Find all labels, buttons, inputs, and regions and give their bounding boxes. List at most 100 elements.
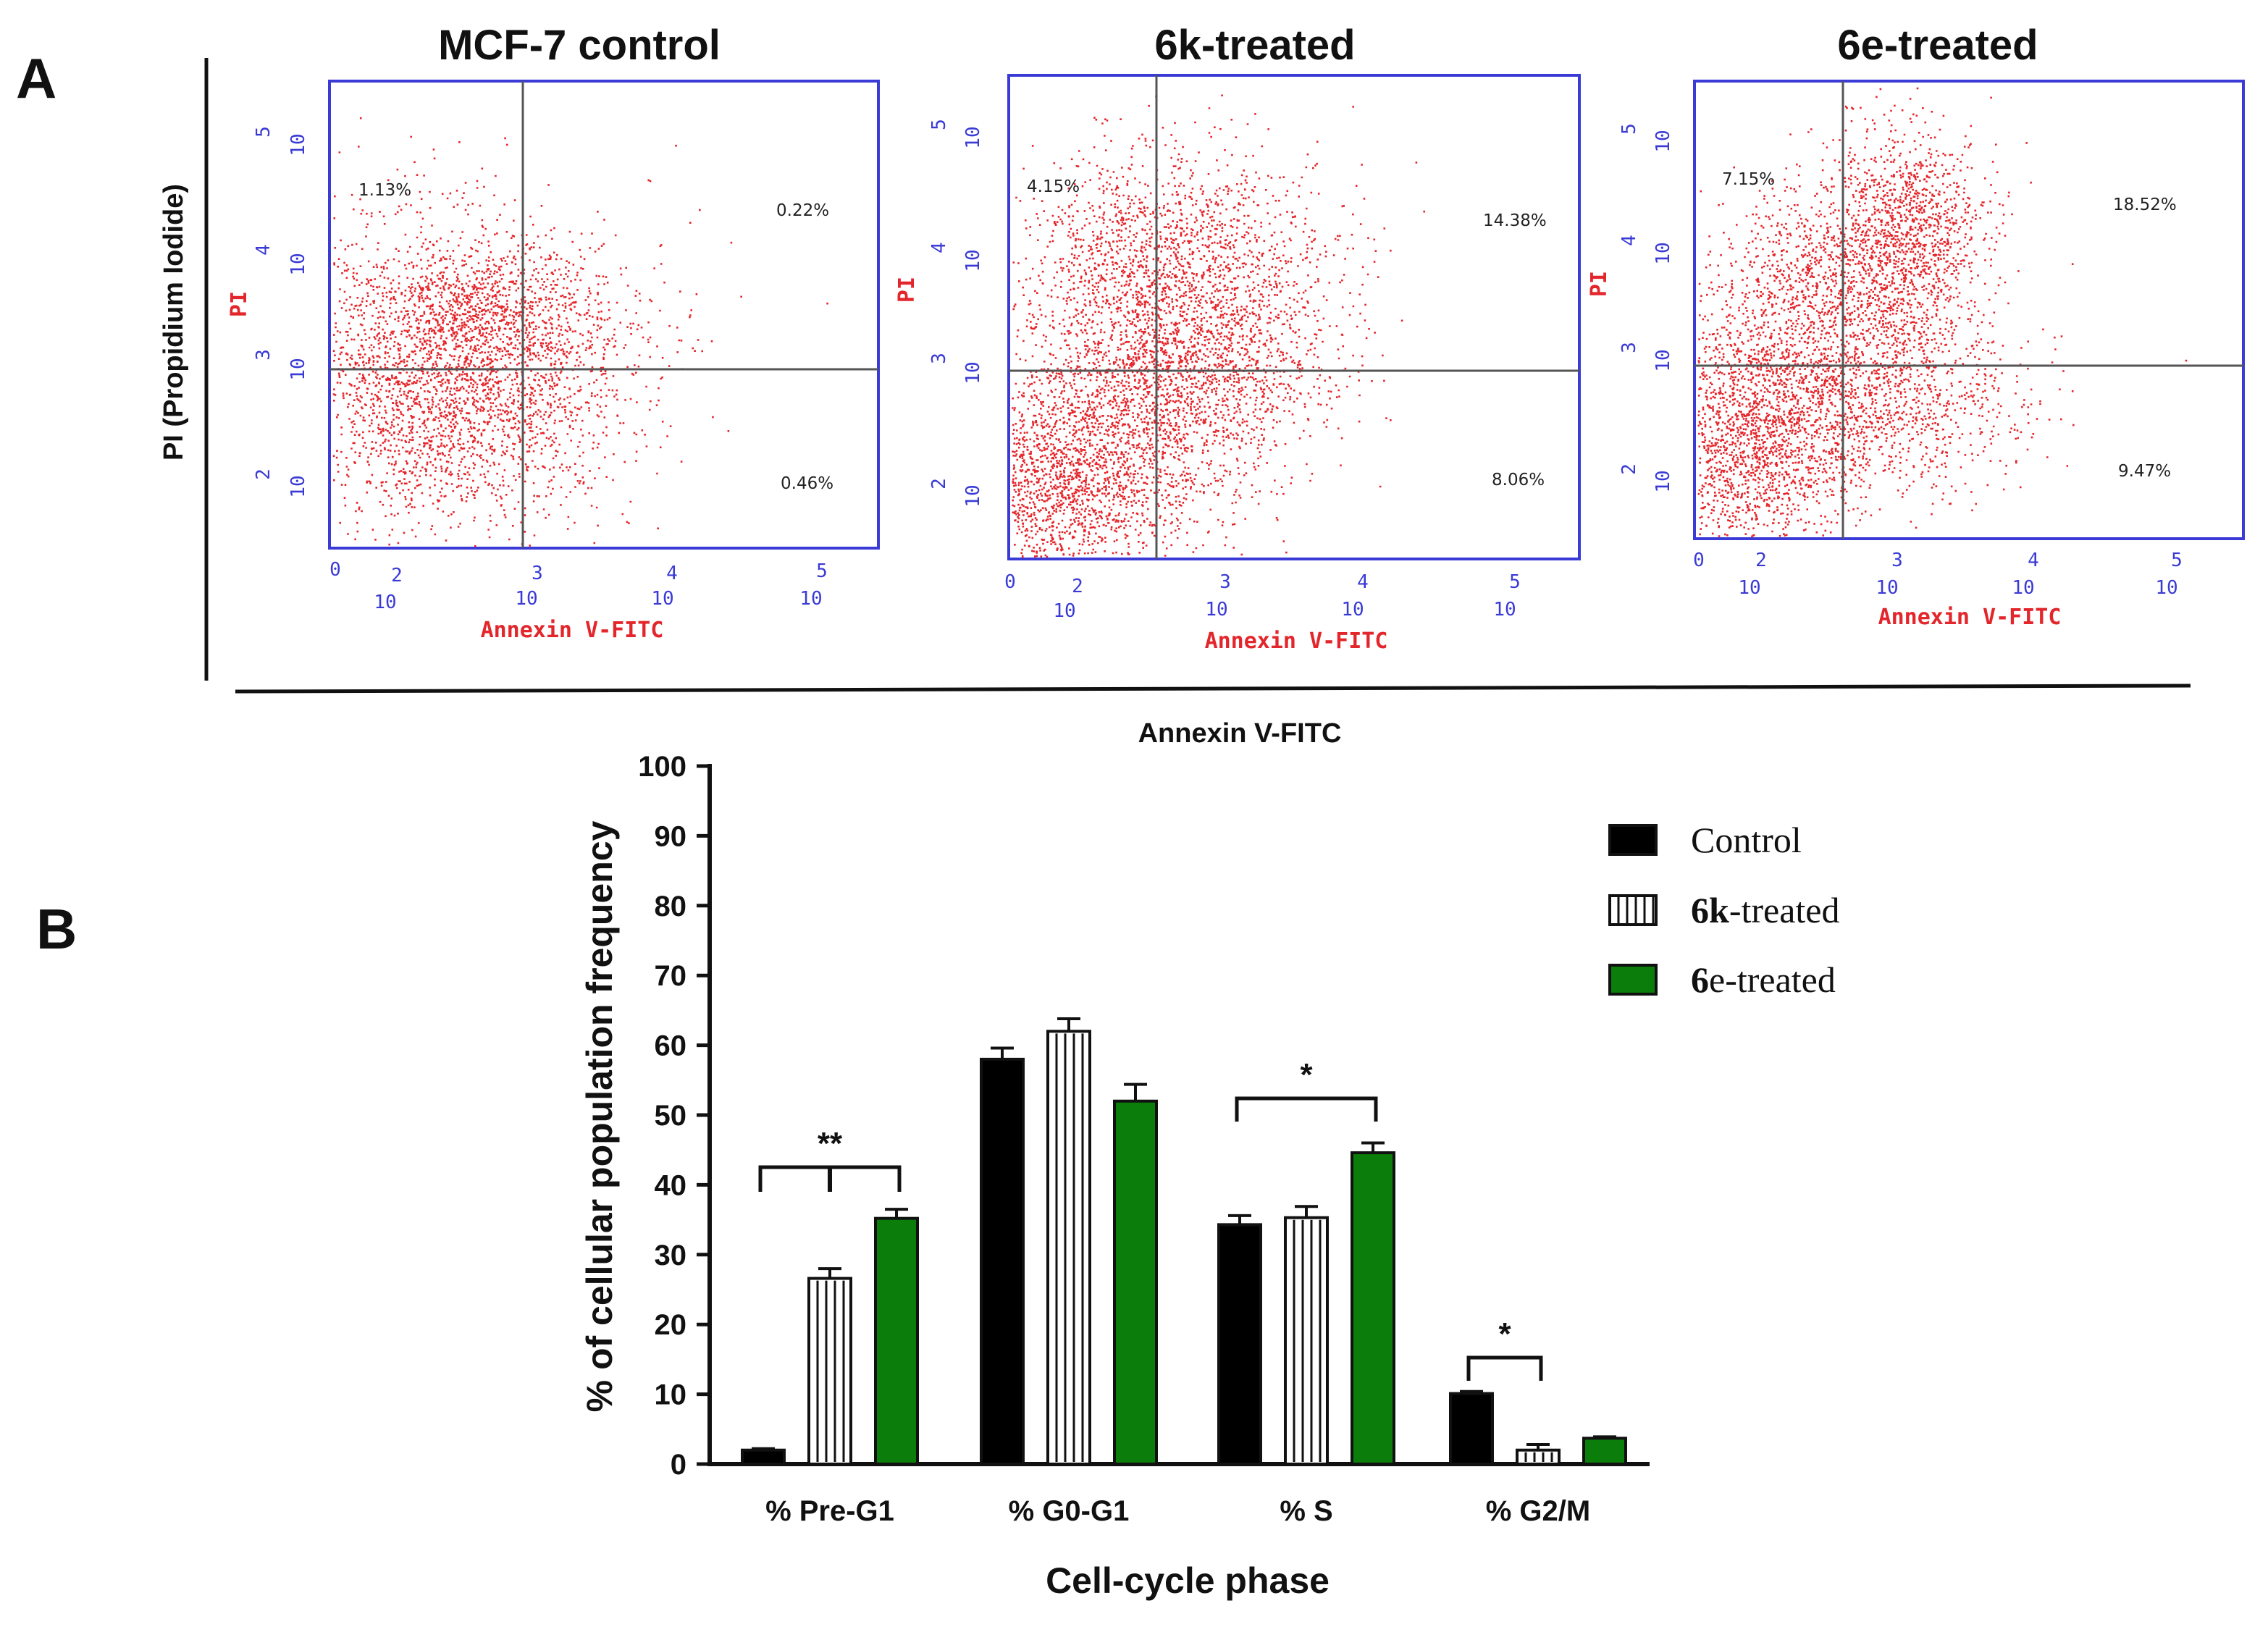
svg-text:5: 5: [1509, 571, 1521, 593]
y-tick-label: 90: [655, 820, 687, 852]
quadrant-ul-6k: 4.15%: [1027, 177, 1080, 196]
svg-text:0: 0: [1004, 571, 1016, 593]
flow-title-control: MCF-7 control: [438, 22, 721, 69]
svg-text:4: 4: [666, 563, 678, 584]
y-tick-label: 20: [655, 1309, 687, 1341]
svg-text:10: 10: [515, 588, 537, 610]
svg-text:10: 10: [962, 249, 984, 272]
y-tick-label: 0: [671, 1449, 686, 1481]
bar-chart: % of cellular population frequency Cell-…: [579, 751, 1839, 1601]
flow-shared-axes: PI (Propidium Iodide) Annexin V-FITC: [159, 58, 2191, 749]
bar-control: [741, 1448, 786, 1466]
flow-x-ticks-6e: 0 2 10 3 10 4 10 5 10: [1693, 550, 2183, 599]
svg-text:10: 10: [1205, 599, 1227, 621]
legend-label-6k: 6k-treated: [1691, 890, 1839, 930]
flow-dot-cloud: [1697, 87, 2188, 538]
svg-text:10: 10: [1341, 599, 1364, 621]
flow-title-6k: 6k-treated: [1154, 22, 1355, 69]
bar-6e: [1351, 1151, 1395, 1466]
significance-mark: *: [1498, 1316, 1511, 1352]
svg-text:4: 4: [1357, 571, 1369, 593]
y-tick-label: 60: [655, 1030, 687, 1062]
svg-text:0: 0: [1693, 550, 1705, 571]
bar-control: [1449, 1392, 1494, 1466]
y-tick-label: 100: [638, 751, 686, 783]
svg-text:10: 10: [799, 588, 822, 610]
flow-annexin-label-6k: Annexin V-FITC: [1205, 628, 1388, 654]
svg-text:2: 2: [391, 565, 403, 586]
svg-text:10: 10: [1652, 349, 1674, 371]
flow-title-6e: 6e-treated: [1837, 22, 2038, 69]
svg-text:10: 10: [1652, 130, 1674, 152]
svg-text:4: 4: [253, 244, 274, 256]
svg-text:10: 10: [1652, 470, 1674, 492]
svg-text:10: 10: [2155, 577, 2177, 599]
y-tick-label: 50: [655, 1100, 687, 1132]
bar-6e: [874, 1216, 919, 1466]
svg-text:0: 0: [329, 559, 341, 581]
svg-text:2: 2: [1618, 463, 1640, 475]
flow-plot-6k: 6k-treated 4.15% 14.38% 8.06% PI Annexin…: [894, 22, 1581, 654]
svg-text:3: 3: [928, 353, 950, 364]
bars: [741, 1017, 1627, 1466]
y-ticks: 0 10 20 30 40 50 60 70 80 90 100: [638, 751, 710, 1481]
svg-text:10: 10: [287, 133, 309, 156]
svg-text:2: 2: [253, 468, 274, 480]
flow-x-ticks-6k: 0 2 10 3 10 4 10 5 10: [1004, 571, 1521, 622]
x-categories: % Pre-G1 % G0-G1 % S % G2/M: [765, 1495, 1590, 1527]
quadrant-ur-6e: 18.52%: [2113, 195, 2177, 214]
bar-6k: [1516, 1448, 1561, 1466]
svg-text:3: 3: [532, 563, 543, 584]
svg-text:4: 4: [928, 242, 950, 253]
x-category-label: % G2/M: [1486, 1495, 1590, 1527]
flow-pi-label-6k: PI: [894, 277, 920, 303]
significance-bracket: [1235, 1096, 1378, 1122]
panel-label-a: A: [16, 46, 56, 110]
y-tick-label: 10: [655, 1379, 687, 1411]
svg-text:3: 3: [1219, 571, 1231, 593]
y-tick-label: 80: [655, 891, 687, 922]
flow-dot-cloud: [332, 117, 828, 547]
svg-text:4: 4: [1618, 235, 1640, 246]
svg-text:5: 5: [928, 119, 950, 130]
legend-swatch-6e: [1608, 964, 1658, 996]
bar-6e: [1113, 1099, 1158, 1466]
flow-x-ticks-control: 0 2 10 3 10 4 10 5 10: [329, 559, 828, 613]
bar-control: [980, 1057, 1025, 1466]
flow-frame-6e: [1693, 80, 2245, 540]
bar-6e: [1582, 1437, 1627, 1466]
y-axis-title: % of cellular population frequency: [579, 820, 620, 1412]
svg-text:2: 2: [928, 478, 950, 489]
significance-mark: **: [818, 1126, 843, 1161]
svg-text:2: 2: [1755, 550, 1767, 571]
legend-swatch-6k: [1608, 894, 1658, 926]
legend-swatch-control: [1608, 824, 1658, 856]
svg-text:10: 10: [287, 253, 309, 275]
svg-text:10: 10: [287, 475, 309, 497]
svg-text:10: 10: [1652, 242, 1674, 264]
legend-label-6e: 6e-treated: [1691, 959, 1836, 1000]
svg-text:3: 3: [1891, 550, 1903, 571]
quadrant-lr-6e: 9.47%: [2118, 462, 2171, 481]
svg-text:5: 5: [2171, 550, 2183, 571]
quadrant-ul-control: 1.13%: [358, 181, 411, 200]
svg-text:10: 10: [2012, 577, 2034, 599]
flow-annexin-label-control: Annexin V-FITC: [481, 618, 664, 643]
significance-brackets: ****: [758, 1057, 1543, 1381]
y-tick-label: 70: [655, 960, 687, 992]
svg-text:10: 10: [1738, 577, 1760, 599]
flow-pi-label-control: PI: [227, 291, 252, 317]
svg-text:4: 4: [2028, 550, 2039, 571]
flow-plot-6e: 6e-treated 7.15% 18.52% 9.47% PI Annexin…: [1587, 22, 2245, 630]
flow-annexin-label-6e: Annexin V-FITC: [1878, 605, 2062, 630]
svg-text:3: 3: [253, 349, 274, 361]
flow-dots-control: [332, 117, 828, 547]
svg-text:3: 3: [1618, 342, 1640, 353]
flow-shared-y-label: PI (Propidium Iodide): [159, 184, 189, 461]
quadrant-ul-6e: 7.15%: [1722, 170, 1775, 189]
quadrant-lr-control: 0.46%: [781, 474, 833, 493]
flow-plot-control: MCF-7 control 1.13% 0.22% 0.46% PI Annex…: [227, 22, 880, 643]
flow-y-ticks-control: 10 5 10 4 10 3 10 2: [253, 126, 309, 497]
svg-text:10: 10: [962, 126, 984, 148]
